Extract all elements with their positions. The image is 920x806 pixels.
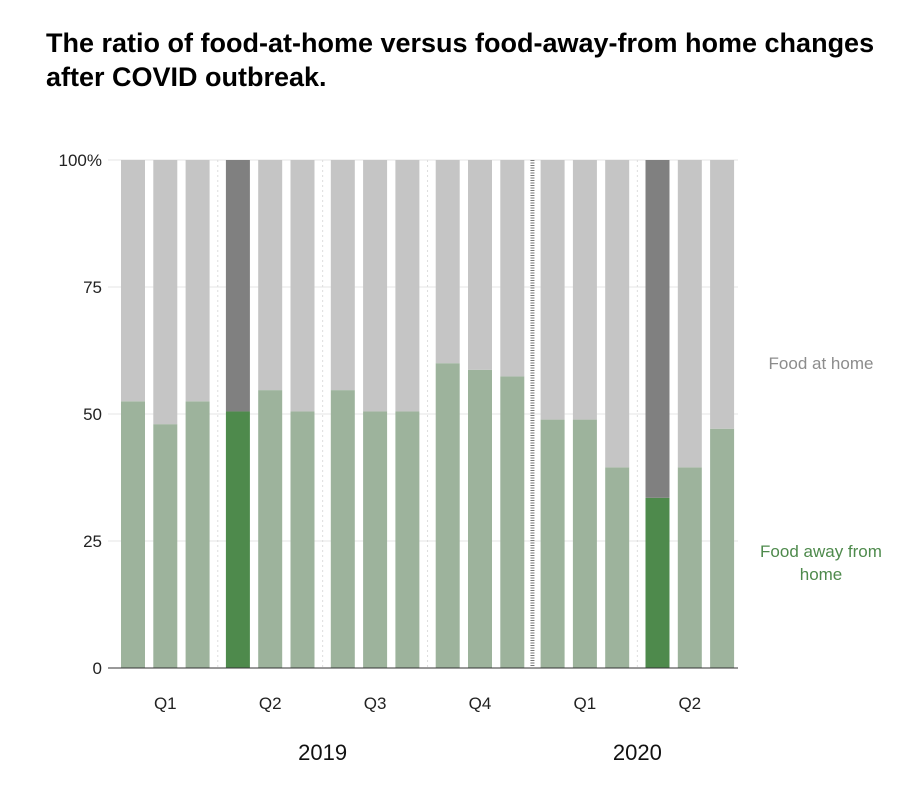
bar-food-at-home-14 — [572, 160, 597, 420]
bar-food-at-home-16 — [645, 160, 670, 498]
quarter-label: Q4 — [469, 694, 492, 713]
bar-food-away-17 — [677, 467, 702, 668]
bar-food-away-2 — [153, 424, 178, 668]
y-tick-label: 75 — [83, 278, 102, 297]
quarter-label: Q1 — [574, 694, 597, 713]
bar-food-at-home-2 — [153, 160, 178, 425]
bar-food-at-home-7 — [330, 160, 355, 391]
bars — [121, 160, 735, 668]
bar-food-at-home-17 — [677, 160, 702, 468]
y-tick-label: 100% — [59, 151, 102, 170]
bar-food-at-home-13 — [540, 160, 565, 420]
bar-food-at-home-1 — [121, 160, 145, 402]
bar-food-at-home-6 — [290, 160, 315, 412]
bar-food-away-15 — [605, 467, 630, 668]
bar-food-at-home-4 — [225, 160, 250, 412]
bar-food-at-home-8 — [363, 160, 388, 412]
x-axis: Q1 Q2 Q3 Q4 Q1 Q2 2019 2020 — [108, 667, 738, 765]
quarter-label: Q2 — [678, 694, 701, 713]
bar-food-away-5 — [258, 390, 283, 668]
y-tick-label: 0 — [93, 659, 102, 678]
bar-food-at-home-12 — [500, 160, 525, 377]
bar-food-away-6 — [290, 411, 315, 668]
quarter-label: Q3 — [364, 694, 387, 713]
bar-food-away-11 — [468, 369, 492, 668]
bar-food-away-8 — [363, 411, 388, 668]
bar-food-away-12 — [500, 376, 525, 668]
legend: Food at home Food away from home — [760, 354, 882, 584]
bar-food-at-home-15 — [605, 160, 630, 468]
year-label: 2020 — [613, 740, 662, 765]
bar-food-away-18 — [710, 428, 735, 668]
y-tick-label: 25 — [83, 532, 102, 551]
bar-food-at-home-9 — [395, 160, 420, 412]
bar-food-at-home-11 — [468, 160, 492, 370]
bar-food-away-4 — [225, 411, 250, 668]
bar-food-away-3 — [185, 401, 210, 668]
bar-food-away-1 — [121, 401, 145, 668]
bar-food-away-7 — [330, 390, 355, 668]
bar-food-away-16 — [645, 497, 670, 668]
bar-food-at-home-10 — [435, 160, 460, 364]
bar-food-away-14 — [572, 419, 597, 668]
y-tick-label: 50 — [83, 405, 102, 424]
quarter-label: Q2 — [259, 694, 282, 713]
bar-food-away-9 — [395, 411, 420, 668]
bar-food-at-home-3 — [185, 160, 210, 402]
chart-title: The ratio of food-at-home versus food-aw… — [46, 28, 875, 92]
quarter-label: Q1 — [154, 694, 177, 713]
y-axis: 0 25 50 75 100% — [59, 151, 102, 678]
bar-food-away-10 — [435, 363, 460, 668]
bar-food-away-13 — [540, 419, 565, 668]
year-label: 2019 — [298, 740, 347, 765]
legend-food-away-from-home: Food away from home — [760, 542, 882, 584]
bar-food-at-home-5 — [258, 160, 283, 391]
bar-food-at-home-18 — [710, 160, 735, 429]
legend-food-at-home: Food at home — [769, 354, 874, 373]
